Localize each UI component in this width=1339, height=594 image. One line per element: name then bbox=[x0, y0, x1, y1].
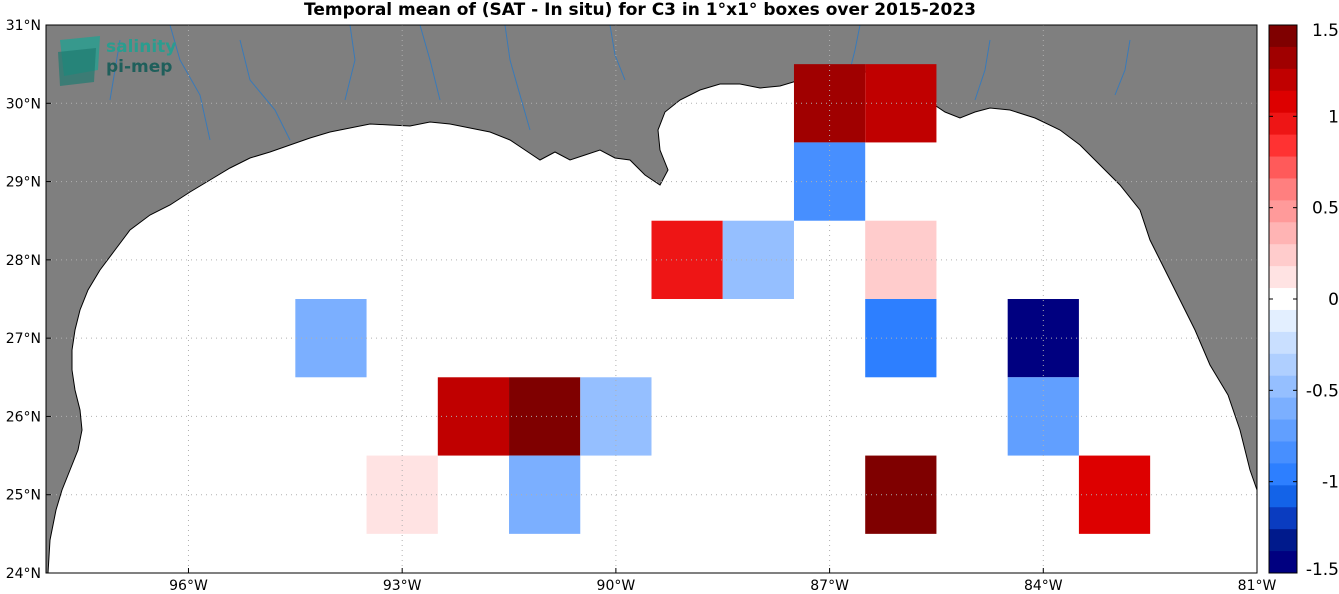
colorbar-segment bbox=[1269, 353, 1297, 377]
colorbar-segment bbox=[1269, 397, 1297, 421]
lat-tick-label: 29°N bbox=[6, 175, 41, 191]
plot-frame bbox=[45, 24, 1258, 574]
colorbar-segment bbox=[1269, 309, 1297, 333]
lat-tick-label: 27°N bbox=[6, 331, 41, 347]
data-box bbox=[865, 455, 937, 534]
colorbar-tick-label: 1 bbox=[1328, 107, 1339, 127]
boxes-layer bbox=[295, 64, 1151, 534]
colorbar-tick-label: 1.5 bbox=[1312, 21, 1339, 41]
rivers bbox=[109, 25, 1131, 141]
data-box bbox=[865, 220, 937, 299]
colorbar-ticks: 1.5 1 0.5 0 -0.5 -1 -1.5 bbox=[1269, 21, 1339, 580]
colorbar-segment bbox=[1269, 463, 1297, 486]
data-box bbox=[580, 377, 652, 456]
lon-tick-label: 90°W bbox=[597, 578, 636, 594]
colorbar-segment bbox=[1269, 485, 1297, 508]
colorbar bbox=[1269, 25, 1297, 574]
colorbar-segment bbox=[1269, 46, 1297, 70]
colorbar-tick-label: -0.5 bbox=[1306, 381, 1339, 401]
colorbar-tick-label: 0.5 bbox=[1312, 199, 1339, 219]
data-box bbox=[366, 455, 438, 534]
colorbar-segment bbox=[1269, 266, 1297, 289]
colorbar-segment bbox=[1269, 156, 1297, 179]
data-box bbox=[793, 64, 866, 143]
logo-line2: pi-mep bbox=[106, 57, 172, 77]
data-box bbox=[509, 455, 581, 534]
lat-tick-label: 30°N bbox=[6, 96, 41, 112]
data-box bbox=[722, 220, 794, 299]
colorbar-segment bbox=[1269, 112, 1297, 136]
colorbar-tick-label: -1.5 bbox=[1306, 560, 1339, 580]
colorbar-segment bbox=[1269, 134, 1297, 158]
colorbar-segment bbox=[1269, 200, 1297, 223]
data-box bbox=[793, 142, 866, 221]
colorbar-segment bbox=[1269, 244, 1297, 267]
lon-tick-label: 87°W bbox=[810, 578, 849, 594]
colorbar-tick-label: -1 bbox=[1322, 473, 1339, 493]
logo-line1: salinity bbox=[106, 37, 176, 57]
data-box bbox=[437, 377, 510, 456]
map-title: Temporal mean of (SAT - In situ) for C3 … bbox=[304, 0, 976, 20]
axis-ticks: 96°W 93°W 90°W 87°W 84°W 81°W 24°N 25°N 26°N 27°N… bbox=[6, 18, 1277, 594]
colorbar-segment bbox=[1269, 68, 1297, 92]
lon-tick-label: 84°W bbox=[1024, 578, 1063, 594]
colorbar-segment bbox=[1269, 25, 1297, 48]
salinity-pi-mep-logo: salinity pi-mep bbox=[58, 36, 176, 86]
data-box bbox=[509, 377, 581, 456]
lon-tick-label: 96°W bbox=[169, 578, 208, 594]
lon-tick-label: 81°W bbox=[1238, 578, 1277, 594]
colorbar-segment bbox=[1269, 90, 1297, 114]
colorbar-segment bbox=[1269, 419, 1297, 442]
colorbar-segment bbox=[1269, 331, 1297, 355]
lat-tick-label: 26°N bbox=[6, 409, 41, 425]
data-box bbox=[865, 299, 937, 378]
lat-tick-label: 28°N bbox=[6, 253, 41, 269]
land-mass bbox=[46, 25, 1257, 573]
lon-tick-label: 93°W bbox=[383, 578, 422, 594]
colorbar-segment bbox=[1269, 222, 1297, 245]
data-box bbox=[651, 220, 723, 299]
data-box bbox=[865, 64, 937, 143]
lat-tick-label: 31°N bbox=[6, 18, 41, 34]
colorbar-segment bbox=[1269, 551, 1297, 574]
lat-tick-label: 24°N bbox=[6, 566, 41, 582]
colorbar-segment bbox=[1269, 441, 1297, 464]
colorbar-segment bbox=[1269, 375, 1297, 399]
colorbar-segment bbox=[1269, 507, 1297, 530]
data-box bbox=[295, 299, 367, 378]
colorbar-segment bbox=[1269, 178, 1297, 201]
lat-tick-label: 25°N bbox=[6, 488, 41, 504]
data-box bbox=[1007, 299, 1079, 378]
data-box bbox=[1078, 455, 1151, 534]
grid-lines bbox=[46, 25, 1257, 573]
colorbar-segment bbox=[1269, 288, 1297, 311]
data-box bbox=[1007, 377, 1079, 456]
colorbar-tick-label: 0 bbox=[1328, 290, 1339, 310]
colorbar-segment bbox=[1269, 529, 1297, 552]
